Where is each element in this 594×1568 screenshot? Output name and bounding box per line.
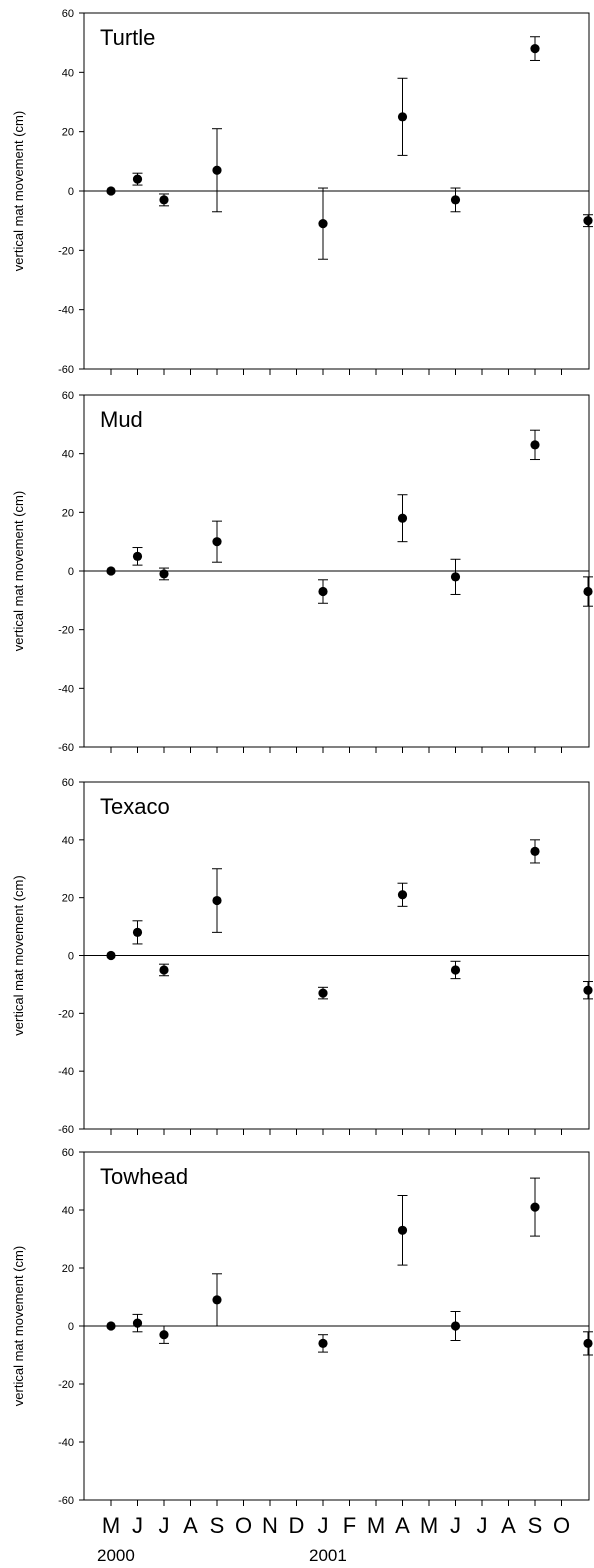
y-tick-label: 20: [62, 893, 74, 905]
y-tick-label: 60: [62, 777, 74, 789]
data-point: [450, 1321, 461, 1331]
y-tick-label: 60: [62, 1147, 74, 1159]
y-tick-label: -20: [58, 245, 74, 257]
y-tick-label: -40: [58, 683, 74, 695]
data-point: [318, 988, 328, 998]
y-tick-label: 40: [62, 67, 74, 79]
year-label: 2001: [309, 1546, 347, 1565]
y-tick-label: 20: [62, 507, 74, 519]
data-point: [397, 112, 408, 122]
panel-3: 60 40 20 0 -20 -40 -60 vertical mat movement (c…: [11, 1147, 593, 1507]
y-axis-label: vertical mat movement (cm): [11, 1246, 26, 1406]
data-point: [530, 846, 540, 857]
panel-title: Texaco: [100, 794, 170, 819]
y-tick-label: 60: [62, 8, 74, 20]
x-tick-label: D: [289, 1513, 305, 1538]
y-tick-label: 60: [62, 390, 74, 402]
panel-title: Mud: [100, 407, 143, 432]
x-tick-label: A: [395, 1513, 410, 1538]
data-point: [397, 890, 408, 900]
x-tick-label: O: [553, 1513, 570, 1538]
data-point: [212, 537, 222, 547]
data-point: [450, 195, 461, 205]
data-point: [530, 440, 540, 450]
x-tick-label: S: [210, 1513, 225, 1538]
y-tick-label: -60: [58, 364, 74, 376]
panel-title: Towhead: [100, 1164, 188, 1189]
y-tick-label: -20: [58, 625, 74, 637]
data-point: [397, 1225, 408, 1235]
data-point: [159, 965, 169, 975]
x-tick-label: J: [450, 1513, 461, 1538]
y-tick-label: 0: [68, 186, 74, 198]
data-point: [397, 513, 408, 523]
y-tick-label: 40: [62, 449, 74, 461]
year-label: 2000: [97, 1546, 135, 1565]
x-tick-label: M: [367, 1513, 385, 1538]
data-point: [106, 186, 116, 196]
data-point: [583, 216, 593, 226]
y-tick-label: 20: [62, 1263, 74, 1275]
data-point: [132, 551, 143, 561]
data-point: [132, 927, 143, 937]
data-point: [106, 566, 116, 576]
data-point: [106, 950, 116, 961]
data-point: [583, 1338, 593, 1348]
data-point: [106, 1321, 116, 1331]
x-tick-label: O: [235, 1513, 252, 1538]
y-tick-label: 40: [62, 835, 74, 847]
data-point: [132, 174, 143, 184]
x-tick-label: J: [159, 1513, 170, 1538]
y-tick-label: -20: [58, 1008, 74, 1020]
data-point: [583, 586, 593, 597]
data-point: [212, 1295, 222, 1305]
data-point: [318, 586, 328, 597]
data-point: [450, 572, 461, 582]
y-tick-label: 0: [68, 951, 74, 963]
panel-title: Turtle: [100, 25, 155, 50]
y-tick-label: -40: [58, 305, 74, 317]
data-point: [159, 195, 169, 205]
x-tick-label: J: [132, 1513, 143, 1538]
data-point: [212, 895, 222, 906]
data-point: [318, 219, 328, 229]
data-point: [212, 165, 222, 175]
y-tick-label: -20: [58, 1379, 74, 1391]
y-tick-label: 0: [68, 1321, 74, 1333]
y-tick-label: -40: [58, 1437, 74, 1449]
y-axis-label: vertical mat movement (cm): [11, 491, 26, 651]
y-tick-label: 0: [68, 566, 74, 578]
data-point: [530, 44, 540, 54]
y-axis-label: vertical mat movement (cm): [11, 875, 26, 1035]
x-tick-label: M: [420, 1513, 438, 1538]
y-tick-label: -40: [58, 1066, 74, 1078]
data-point: [159, 569, 169, 579]
x-tick-label: A: [501, 1513, 516, 1538]
x-tick-label: A: [183, 1513, 198, 1538]
data-point: [159, 1330, 169, 1340]
panel-0: 60 40 20 0 -20 -40 -60 vertical mat movement (c…: [11, 8, 593, 376]
y-tick-label: 40: [62, 1205, 74, 1217]
x-tick-label: J: [477, 1513, 488, 1538]
panel-1: 60 40 20 0 -20 -40 -60 vertical mat movement (c…: [11, 390, 593, 754]
x-tick-label: M: [102, 1513, 120, 1538]
data-point: [318, 1338, 328, 1348]
data-point: [450, 965, 461, 975]
data-point: [132, 1318, 143, 1328]
y-tick-label: -60: [58, 1495, 74, 1507]
y-axis-label: vertical mat movement (cm): [11, 111, 26, 271]
x-tick-label: N: [262, 1513, 278, 1538]
x-tick-label: J: [318, 1513, 329, 1538]
y-tick-label: 20: [62, 127, 74, 139]
y-tick-label: -60: [58, 1124, 74, 1136]
x-tick-label: S: [528, 1513, 543, 1538]
data-point: [530, 1202, 540, 1212]
panel-2: 60 40 20 0 -20 -40 -60 vertical mat movement (c…: [11, 777, 593, 1136]
data-point: [583, 985, 593, 995]
x-tick-label: F: [343, 1513, 356, 1538]
y-tick-label: -60: [58, 742, 74, 754]
